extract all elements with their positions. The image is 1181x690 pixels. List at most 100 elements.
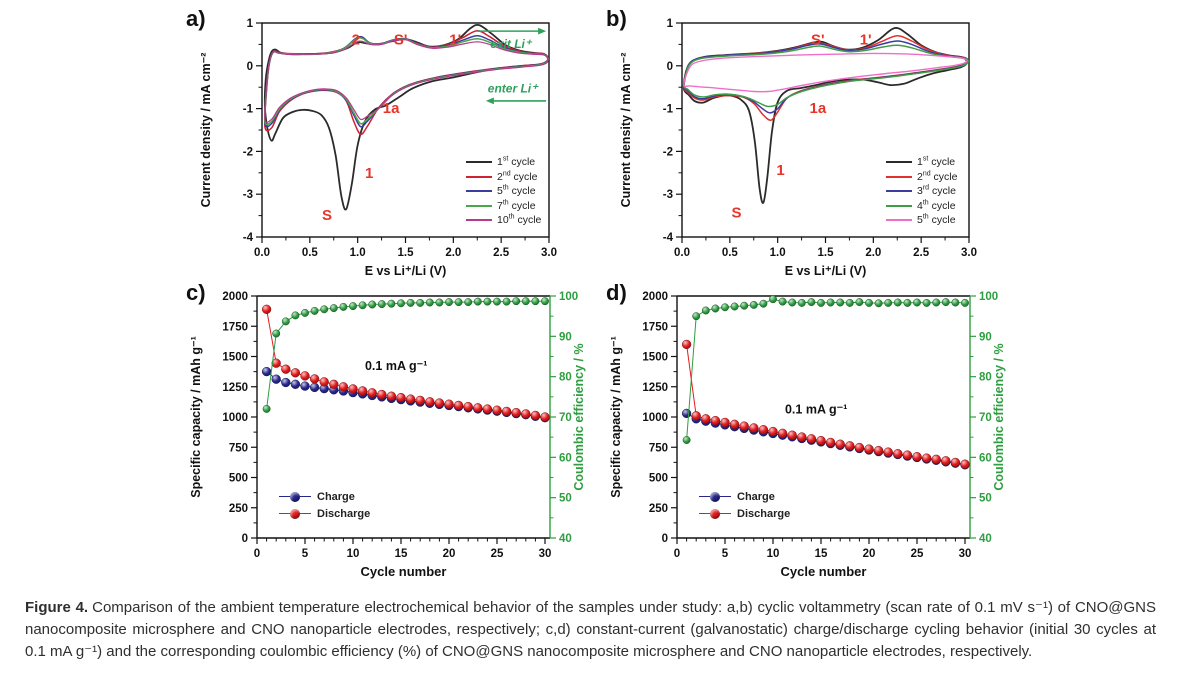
svg-text:500: 500 — [229, 473, 248, 485]
legend-line-swatch — [886, 219, 912, 222]
svg-text:1.5: 1.5 — [818, 247, 835, 259]
svg-text:1750: 1750 — [642, 321, 668, 333]
panel-letter-d: d) — [606, 280, 627, 305]
charge-dot-icon — [290, 491, 300, 502]
panel-b-cyclic-voltammetry: b) 0.0 0.5 1.0 1.5 2.0 2.5 3.0 1 0 -1 -2 -3 -4 S' 1' 1a… — [600, 6, 1020, 280]
legend-item: 2nd cycle — [466, 170, 541, 185]
svg-text:2.5: 2.5 — [913, 247, 930, 259]
svg-text:-3: -3 — [243, 189, 253, 201]
legend-label: Charge — [317, 490, 355, 503]
svg-text:S: S — [732, 205, 742, 222]
cv-chart-b: 0.0 0.5 1.0 1.5 2.0 2.5 3.0 1 0 -1 -2 -3 -4 S' 1' 1a 1 S E… — [619, 18, 977, 278]
svg-text:0.0: 0.0 — [674, 247, 690, 259]
svg-text:Cycle number: Cycle number — [781, 564, 867, 579]
legend-item: Discharge — [279, 505, 370, 522]
legend-item: Charge — [699, 488, 790, 505]
svg-text:1.0: 1.0 — [350, 247, 366, 259]
svg-text:1500: 1500 — [642, 352, 668, 364]
svg-text:0: 0 — [662, 533, 668, 545]
svg-text:1': 1' — [449, 31, 461, 48]
legend-item: 1st cycle — [466, 155, 541, 170]
svg-text:40: 40 — [559, 533, 572, 545]
legend-label: 7th cycle — [497, 199, 536, 212]
legend-line-swatch — [466, 161, 492, 164]
svg-text:30: 30 — [959, 548, 972, 560]
svg-text:-1: -1 — [663, 104, 674, 116]
caption-label: Figure 4. — [25, 599, 89, 616]
legend-panel-d: Charge Discharge — [699, 488, 790, 522]
legend-label: 5th cycle — [917, 213, 956, 227]
legend-item: 1st cycle — [886, 155, 957, 170]
svg-text:20: 20 — [443, 548, 456, 560]
panel-d-cycling-performance: d) 0 250 500 750 1000 1250 1500 1750 2000 0 5 10 15 2… — [600, 280, 1020, 585]
svg-text:0: 0 — [667, 61, 673, 73]
legend-label: 1st cycle — [917, 155, 956, 169]
svg-text:70: 70 — [559, 412, 572, 424]
svg-text:2000: 2000 — [642, 291, 668, 303]
svg-text:250: 250 — [229, 503, 248, 515]
svg-text:-2: -2 — [663, 146, 673, 158]
svg-text:S: S — [322, 207, 332, 224]
svg-text:60: 60 — [559, 452, 572, 464]
svg-text:80: 80 — [979, 372, 992, 384]
svg-text:80: 80 — [559, 372, 572, 384]
svg-text:2: 2 — [352, 31, 360, 48]
legend-item: 5th cycle — [886, 213, 957, 228]
legend-item: 5th cycle — [466, 184, 541, 199]
svg-text:70: 70 — [979, 412, 992, 424]
svg-text:S': S' — [811, 31, 825, 48]
legend-line-swatch — [466, 190, 492, 193]
svg-text:1000: 1000 — [642, 412, 668, 424]
svg-text:enter Li⁺: enter Li⁺ — [488, 81, 539, 95]
svg-text:0: 0 — [254, 548, 260, 560]
svg-text:-3: -3 — [663, 189, 673, 201]
discharge-dot-icon — [290, 508, 300, 519]
panel-letter-a: a) — [186, 6, 206, 31]
svg-text:-1: -1 — [243, 104, 254, 116]
svg-text:1250: 1250 — [642, 382, 668, 394]
svg-text:Specific capacity / mAh g⁻¹: Specific capacity / mAh g⁻¹ — [189, 336, 203, 498]
svg-text:-4: -4 — [663, 232, 674, 244]
svg-text:2.0: 2.0 — [865, 247, 881, 259]
svg-text:1000: 1000 — [222, 412, 248, 424]
legend-panel-b: 1st cycle 2nd cycle 3rd cycle 4th cycle … — [886, 155, 957, 228]
legend-label: 3rd cycle — [917, 184, 956, 198]
svg-text:15: 15 — [815, 548, 828, 560]
legend-label: 10th cycle — [497, 213, 542, 227]
svg-text:1500: 1500 — [222, 352, 248, 364]
svg-text:50: 50 — [559, 493, 572, 505]
legend-line-swatch — [886, 190, 912, 193]
svg-text:5: 5 — [722, 548, 729, 560]
legend-item: Discharge — [699, 505, 790, 522]
svg-text:1': 1' — [860, 31, 872, 48]
svg-text:20: 20 — [863, 548, 876, 560]
svg-text:25: 25 — [491, 548, 504, 560]
cv-chart-a: 0.0 0.5 1.0 1.5 2.0 2.5 3.0 1 0 -1 -2 -3 -4 2 S' 1' 1a 1 S… — [199, 18, 557, 278]
legend-line-swatch — [466, 204, 492, 207]
svg-text:Cycle number: Cycle number — [361, 564, 447, 579]
svg-text:40: 40 — [979, 533, 992, 545]
svg-text:2.0: 2.0 — [445, 247, 461, 259]
svg-text:2.5: 2.5 — [493, 247, 510, 259]
svg-text:15: 15 — [395, 548, 408, 560]
legend-marker-swatch — [699, 508, 731, 519]
svg-text:-4: -4 — [243, 232, 254, 244]
svg-text:1: 1 — [667, 18, 674, 30]
svg-text:750: 750 — [649, 442, 668, 454]
svg-text:0.5: 0.5 — [302, 247, 319, 259]
legend-label: Charge — [737, 490, 775, 503]
svg-text:10: 10 — [767, 548, 780, 560]
legend-item: 10th cycle — [466, 213, 541, 228]
cycling-chart-c: 0 250 500 750 1000 1250 1500 1750 2000 0 5 10 15 20 25… — [189, 291, 586, 579]
svg-text:-2: -2 — [243, 146, 253, 158]
svg-text:90: 90 — [979, 331, 992, 343]
svg-text:Coulombic efficiency / %: Coulombic efficiency / % — [572, 343, 586, 490]
svg-text:100: 100 — [979, 291, 998, 303]
svg-text:3.0: 3.0 — [961, 247, 977, 259]
svg-text:0: 0 — [247, 61, 253, 73]
svg-text:0: 0 — [674, 548, 680, 560]
svg-text:0.1 mA g⁻¹: 0.1 mA g⁻¹ — [785, 402, 847, 416]
svg-text:3.0: 3.0 — [541, 247, 557, 259]
legend-line-swatch — [886, 175, 912, 178]
